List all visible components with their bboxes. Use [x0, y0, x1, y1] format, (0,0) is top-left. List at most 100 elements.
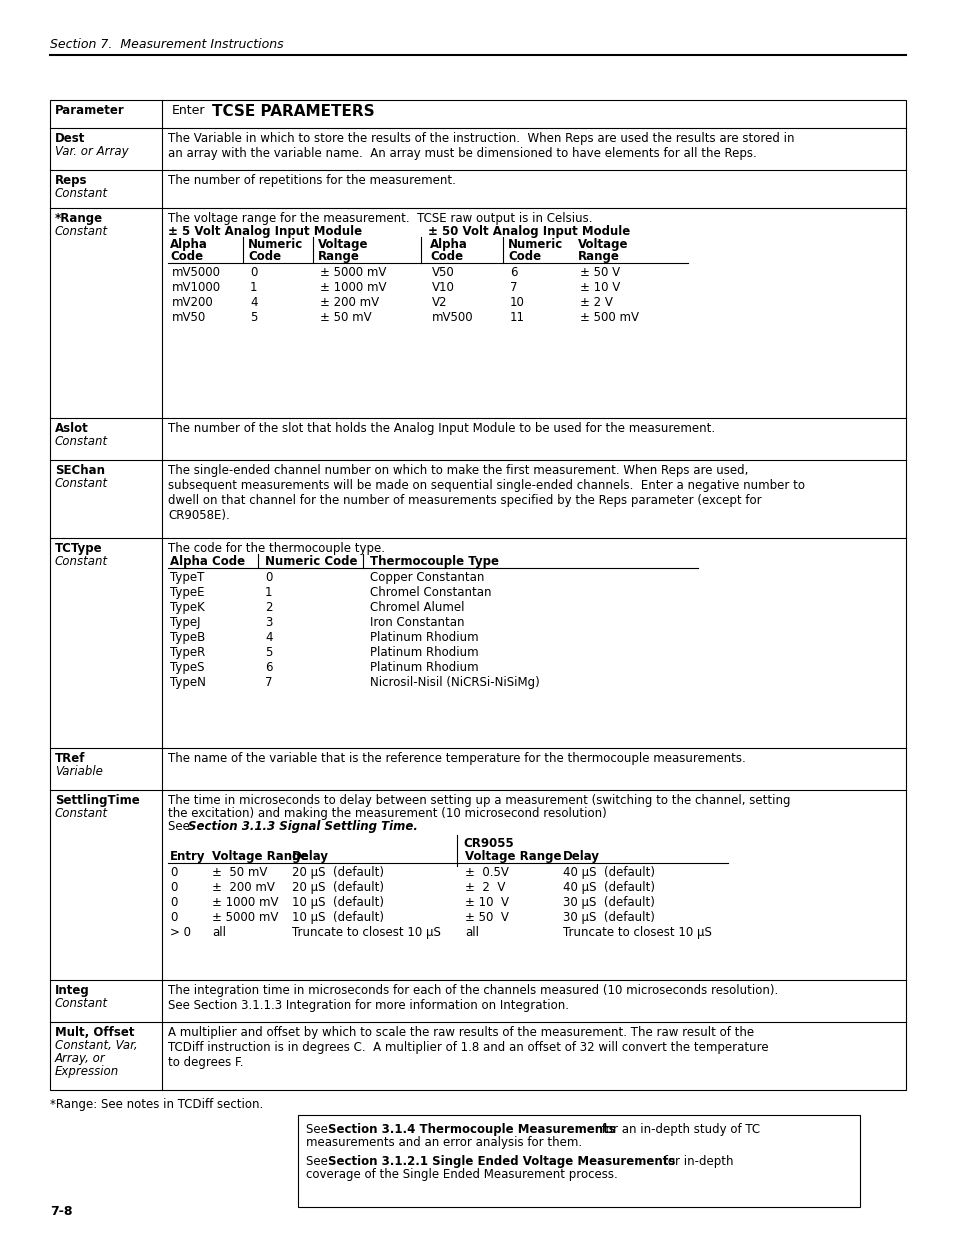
Text: 10 μS  (default): 10 μS (default)	[292, 897, 384, 909]
Text: 0: 0	[170, 881, 177, 894]
Text: Delay: Delay	[562, 850, 599, 863]
Text: ±  2  V: ± 2 V	[464, 881, 505, 894]
Text: Voltage Range: Voltage Range	[212, 850, 308, 863]
Bar	[297, 1115, 859, 1207]
Text: Constant: Constant	[55, 997, 108, 1010]
Text: mV500: mV500	[432, 311, 473, 324]
Text: 40 μS  (default): 40 μS (default)	[562, 866, 655, 879]
Text: Chromel Alumel: Chromel Alumel	[370, 601, 464, 614]
Text: mV200: mV200	[172, 296, 213, 309]
Text: Array, or: Array, or	[55, 1052, 106, 1065]
Text: Constant: Constant	[55, 186, 108, 200]
Text: Numeric: Numeric	[507, 238, 562, 251]
Text: ± 50 V: ± 50 V	[579, 266, 619, 279]
Text: Thermocouple Type: Thermocouple Type	[370, 555, 498, 568]
Text: 2: 2	[265, 601, 273, 614]
Text: 7: 7	[510, 282, 517, 294]
Text: Platinum Rhodium: Platinum Rhodium	[370, 646, 478, 659]
Text: 3: 3	[265, 616, 273, 629]
Text: V10: V10	[432, 282, 455, 294]
Text: ± 200 mV: ± 200 mV	[319, 296, 378, 309]
Text: Constant: Constant	[55, 435, 108, 448]
Text: Range: Range	[578, 249, 619, 263]
Text: TypeB: TypeB	[170, 631, 205, 643]
Text: Reps: Reps	[55, 174, 88, 186]
Text: 6: 6	[265, 661, 273, 674]
Text: 4: 4	[250, 296, 257, 309]
Text: Mult, Offset: Mult, Offset	[55, 1026, 134, 1039]
Bar	[50, 100, 905, 1091]
Text: for an in-depth study of TC: for an in-depth study of TC	[598, 1123, 760, 1136]
Text: Copper Constantan: Copper Constantan	[370, 571, 484, 584]
Text: 0: 0	[170, 897, 177, 909]
Text: for in-depth: for in-depth	[659, 1155, 733, 1168]
Text: ± 1000 mV: ± 1000 mV	[319, 282, 386, 294]
Text: > 0: > 0	[170, 926, 191, 939]
Text: 30 μS  (default): 30 μS (default)	[562, 911, 654, 924]
Text: TypeR: TypeR	[170, 646, 205, 659]
Text: Parameter: Parameter	[55, 104, 125, 117]
Text: Platinum Rhodium: Platinum Rhodium	[370, 631, 478, 643]
Text: Variable: Variable	[55, 764, 103, 778]
Text: Voltage: Voltage	[317, 238, 368, 251]
Text: Constant, Var,: Constant, Var,	[55, 1039, 137, 1052]
Text: mV50: mV50	[172, 311, 206, 324]
Text: 0: 0	[265, 571, 273, 584]
Text: TypeN: TypeN	[170, 676, 206, 689]
Text: Constant: Constant	[55, 225, 108, 238]
Text: The voltage range for the measurement.  TCSE raw output is in Celsius.: The voltage range for the measurement. T…	[168, 212, 592, 225]
Text: Dest: Dest	[55, 132, 85, 144]
Text: Constant: Constant	[55, 806, 108, 820]
Text: Voltage: Voltage	[578, 238, 628, 251]
Text: coverage of the Single Ended Measurement process.: coverage of the Single Ended Measurement…	[306, 1168, 618, 1181]
Text: 20 μS  (default): 20 μS (default)	[292, 881, 384, 894]
Text: 7-8: 7-8	[50, 1205, 72, 1218]
Text: Truncate to closest 10 μS: Truncate to closest 10 μS	[292, 926, 440, 939]
Text: Expression: Expression	[55, 1065, 119, 1078]
Text: 1: 1	[250, 282, 257, 294]
Text: 20 μS  (default): 20 μS (default)	[292, 866, 384, 879]
Text: 40 μS  (default): 40 μS (default)	[562, 881, 655, 894]
Text: all: all	[212, 926, 226, 939]
Text: Constant: Constant	[55, 477, 108, 490]
Text: 7: 7	[265, 676, 273, 689]
Text: ± 5000 mV: ± 5000 mV	[212, 911, 278, 924]
Text: Nicrosil-Nisil (NiCRSi-NiSiMg): Nicrosil-Nisil (NiCRSi-NiSiMg)	[370, 676, 539, 689]
Text: ± 5 Volt Analog Input Module: ± 5 Volt Analog Input Module	[168, 225, 362, 238]
Text: Range: Range	[317, 249, 359, 263]
Text: 0: 0	[170, 911, 177, 924]
Text: V50: V50	[432, 266, 455, 279]
Text: Code: Code	[248, 249, 281, 263]
Text: TypeE: TypeE	[170, 585, 204, 599]
Text: 4: 4	[265, 631, 273, 643]
Text: ± 10  V: ± 10 V	[464, 897, 509, 909]
Text: all: all	[464, 926, 478, 939]
Text: ±  0.5V: ± 0.5V	[464, 866, 508, 879]
Text: Aslot: Aslot	[55, 422, 89, 435]
Text: Numeric: Numeric	[248, 238, 303, 251]
Text: The name of the variable that is the reference temperature for the thermocouple : The name of the variable that is the ref…	[168, 752, 745, 764]
Text: Code: Code	[430, 249, 462, 263]
Text: Truncate to closest 10 μS: Truncate to closest 10 μS	[562, 926, 711, 939]
Text: TypeT: TypeT	[170, 571, 204, 584]
Text: ± 5000 mV: ± 5000 mV	[319, 266, 386, 279]
Text: Section 3.1.2.1 Single Ended Voltage Measurements: Section 3.1.2.1 Single Ended Voltage Mea…	[328, 1155, 675, 1168]
Text: ± 50 mV: ± 50 mV	[319, 311, 372, 324]
Text: ±  50 mV: ± 50 mV	[212, 866, 267, 879]
Text: 11: 11	[510, 311, 524, 324]
Text: A multiplier and offset by which to scale the raw results of the measurement. Th: A multiplier and offset by which to scal…	[168, 1026, 768, 1070]
Text: 10: 10	[510, 296, 524, 309]
Text: The code for the thermocouple type.: The code for the thermocouple type.	[168, 542, 385, 555]
Text: 30 μS  (default): 30 μS (default)	[562, 897, 654, 909]
Text: The single-ended channel number on which to make the first measurement. When Rep: The single-ended channel number on which…	[168, 464, 804, 522]
Text: 10 μS  (default): 10 μS (default)	[292, 911, 384, 924]
Text: SEChan: SEChan	[55, 464, 105, 477]
Text: mV5000: mV5000	[172, 266, 221, 279]
Text: Enter: Enter	[172, 104, 205, 117]
Text: Code: Code	[170, 249, 203, 263]
Text: ± 50  V: ± 50 V	[464, 911, 508, 924]
Text: Code: Code	[507, 249, 540, 263]
Text: The integration time in microseconds for each of the channels measured (10 micro: The integration time in microseconds for…	[168, 984, 778, 1011]
Text: Chromel Constantan: Chromel Constantan	[370, 585, 491, 599]
Text: Section 3.1.4 Thermocouple Measurements: Section 3.1.4 Thermocouple Measurements	[328, 1123, 615, 1136]
